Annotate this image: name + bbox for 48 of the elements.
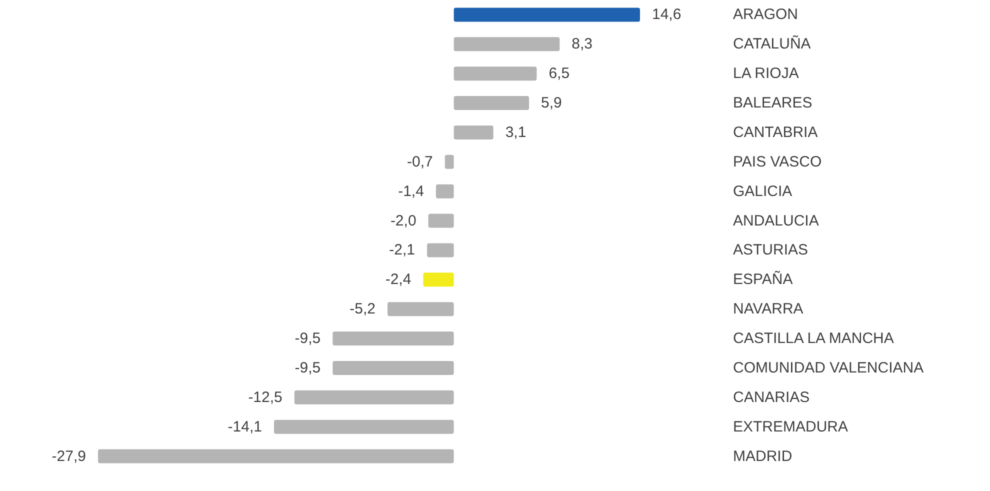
- y-tick-label: GALICIA: [733, 182, 792, 200]
- bar: [387, 302, 454, 316]
- data-label: -2,4: [385, 271, 412, 288]
- y-tick-label: PAIS VASCO: [733, 153, 822, 170]
- bar: [454, 37, 560, 52]
- data-label: -14,1: [228, 418, 262, 436]
- bar: [332, 360, 454, 375]
- data-label: -0,7: [407, 153, 433, 170]
- y-tick-label: ESPAÑA: [733, 270, 793, 288]
- y-tick-label: LA RIOJA: [733, 65, 799, 82]
- data-label: 6,5: [548, 65, 570, 82]
- y-tick-label: BALEARES: [733, 94, 812, 112]
- bar: [454, 96, 530, 110]
- y-tick-label: MADRID: [733, 448, 792, 465]
- bar: [274, 420, 454, 434]
- data-label: -9,5: [294, 359, 321, 376]
- bar: [423, 272, 454, 287]
- data-label: -9,5: [294, 330, 321, 348]
- y-tick-label: ANDALUCIA: [733, 212, 819, 230]
- y-tick-label: CASTILLA LA MANCHA: [733, 330, 894, 348]
- data-label: -1,4: [398, 182, 424, 200]
- bar: [427, 243, 454, 258]
- y-tick-label: CANTABRIA: [733, 124, 818, 141]
- data-label: -2,0: [390, 212, 416, 230]
- bar: [436, 184, 454, 198]
- data-label: 14,6: [652, 6, 682, 24]
- bar: [454, 66, 537, 81]
- y-tick-label: ARAGON: [733, 6, 798, 24]
- data-label: 3,1: [505, 124, 526, 141]
- y-tick-label: EXTREMADURA: [733, 418, 848, 436]
- bar: [454, 8, 640, 22]
- bar: [428, 214, 454, 228]
- data-label: -12,5: [248, 388, 282, 406]
- bar: [332, 332, 454, 346]
- bar: [444, 154, 454, 169]
- bar: [294, 390, 454, 404]
- data-label: -27,9: [52, 448, 86, 465]
- data-label: -5,2: [350, 300, 376, 318]
- y-tick-label: COMUNIDAD VALENCIANA: [733, 359, 924, 376]
- bar: [454, 125, 494, 140]
- bar: [98, 449, 454, 464]
- y-tick-label: ASTURIAS: [733, 242, 808, 259]
- data-label: 8,3: [572, 36, 593, 53]
- y-tick-label: CANARIAS: [733, 388, 810, 406]
- data-label: 5,9: [541, 94, 562, 112]
- y-tick-label: CATALUÑA: [733, 34, 811, 53]
- y-tick-label: NAVARRA: [733, 300, 804, 318]
- data-label: -2,1: [389, 242, 416, 259]
